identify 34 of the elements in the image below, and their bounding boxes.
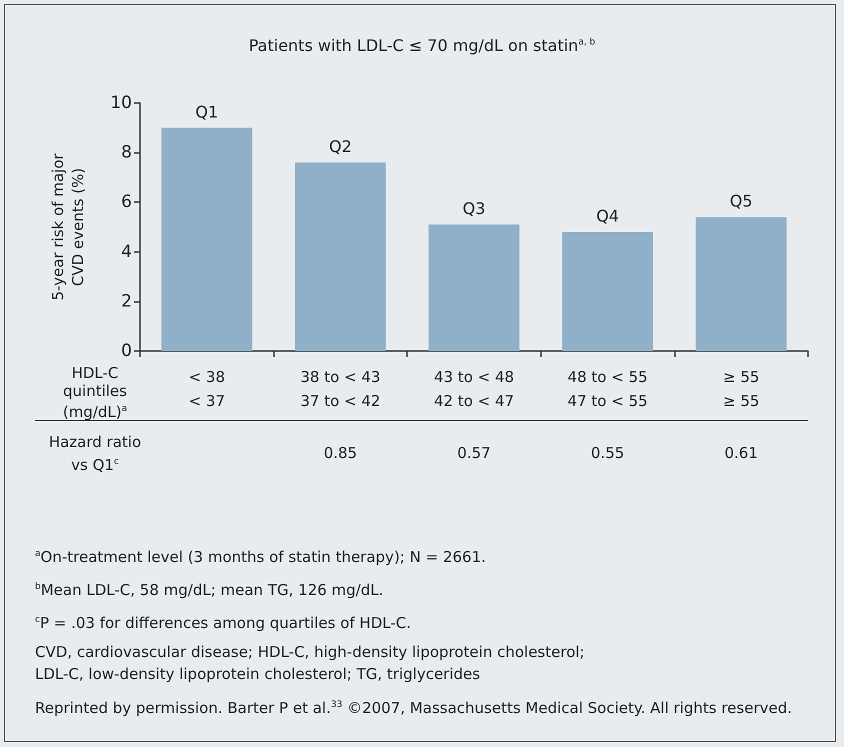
text: $^{a}$On-treatment level (3 months of statin therapy); N = 2661.: [35, 547, 486, 568]
x-tick-label: 38 to < 43 37 to < 42: [300, 368, 380, 410]
annotation: Q4: [596, 206, 619, 226]
y-tick-label: 4: [121, 242, 132, 262]
y-tick-label: 0: [121, 341, 132, 361]
annotation: Q1: [195, 102, 218, 122]
text: $^{c}$P = .03 for differences among quartiles of HDL-C.: [35, 613, 411, 634]
x-tick-label: 48 to < 55 47 to < 55: [568, 368, 648, 410]
bar: [428, 224, 520, 351]
annotation: Q3: [462, 199, 486, 218]
text: 0.61: [723, 443, 759, 464]
text: Hazard ratio vs Q1$^{c}$: [48, 432, 142, 475]
text: HDL-C quintiles (mg/dL)$^{a}$: [62, 364, 128, 421]
bar: [161, 128, 252, 351]
bar: [294, 162, 386, 351]
bar: [696, 217, 787, 351]
x-tick-label: ≥ 55 ≥ 55: [722, 368, 760, 410]
text: $^{b}$Mean LDL-C, 58 mg/dL; mean TG, 126 mg/dL.: [35, 580, 384, 601]
annotation: Q2: [329, 137, 352, 156]
text: Reprinted by permission. Barter P et al.$^{33}$ ©2007, Massachusetts Medical Society. All rights reserved.: [35, 698, 792, 719]
text: 0.57: [456, 443, 492, 464]
chart-title: Patients with LDL-C ≤ 70 mg/dL on statin$^{a, b}$: [248, 36, 596, 55]
text: 0.55: [590, 443, 626, 464]
text: 0.85: [322, 443, 358, 464]
y-tick-label: 10: [110, 93, 132, 113]
y-tick-label: 8: [121, 142, 132, 163]
y-tick-label: 6: [121, 192, 132, 212]
y-tick-label: 2: [121, 291, 132, 312]
x-tick-label: < 38 < 37: [188, 368, 226, 410]
text: CVD, cardiovascular disease; HDL-C, high-density lipoprotein cholesterol; LDL-C, low-density lipoprotein cholesterol; TG, triglycerides: [35, 642, 585, 685]
x-tick-label: 43 to < 48 42 to < 47: [434, 368, 514, 410]
bar: [562, 232, 654, 351]
annotation: Q5: [730, 192, 753, 211]
y-axis-title: 5-year risk of major CVD events (%): [49, 152, 87, 301]
